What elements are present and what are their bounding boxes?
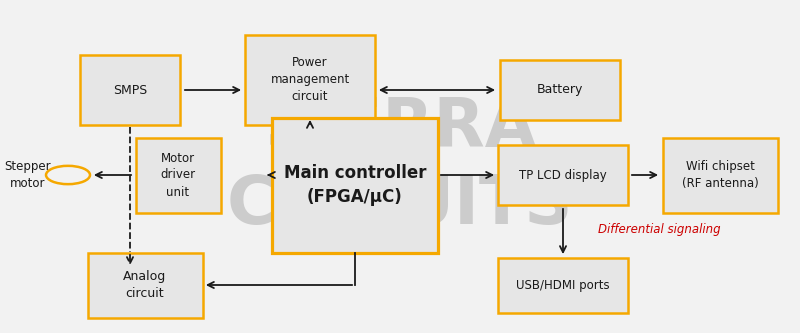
FancyBboxPatch shape	[273, 118, 438, 252]
FancyBboxPatch shape	[498, 145, 628, 205]
Text: SMPS: SMPS	[113, 84, 147, 97]
Text: Power
management
circuit: Power management circuit	[270, 57, 350, 104]
FancyBboxPatch shape	[135, 138, 221, 212]
Text: Wifi chipset
(RF antenna): Wifi chipset (RF antenna)	[682, 160, 758, 190]
Text: Analog
circuit: Analog circuit	[123, 270, 166, 300]
FancyBboxPatch shape	[245, 35, 375, 125]
Text: Main controller
(FPGA/μC): Main controller (FPGA/μC)	[284, 164, 426, 206]
Text: SIERRA
CIRCUITS: SIERRA CIRCUITS	[227, 95, 573, 238]
FancyBboxPatch shape	[87, 252, 202, 317]
Text: Motor
driver
unit: Motor driver unit	[161, 152, 195, 198]
FancyBboxPatch shape	[80, 55, 180, 125]
Text: USB/HDMI ports: USB/HDMI ports	[516, 278, 610, 291]
FancyBboxPatch shape	[498, 257, 628, 312]
Text: Stepper
motor: Stepper motor	[5, 160, 51, 190]
FancyBboxPatch shape	[662, 138, 778, 212]
Text: Differential signaling: Differential signaling	[598, 223, 721, 236]
FancyBboxPatch shape	[500, 60, 620, 120]
Text: Battery: Battery	[537, 84, 583, 97]
Text: TP LCD display: TP LCD display	[519, 168, 607, 181]
